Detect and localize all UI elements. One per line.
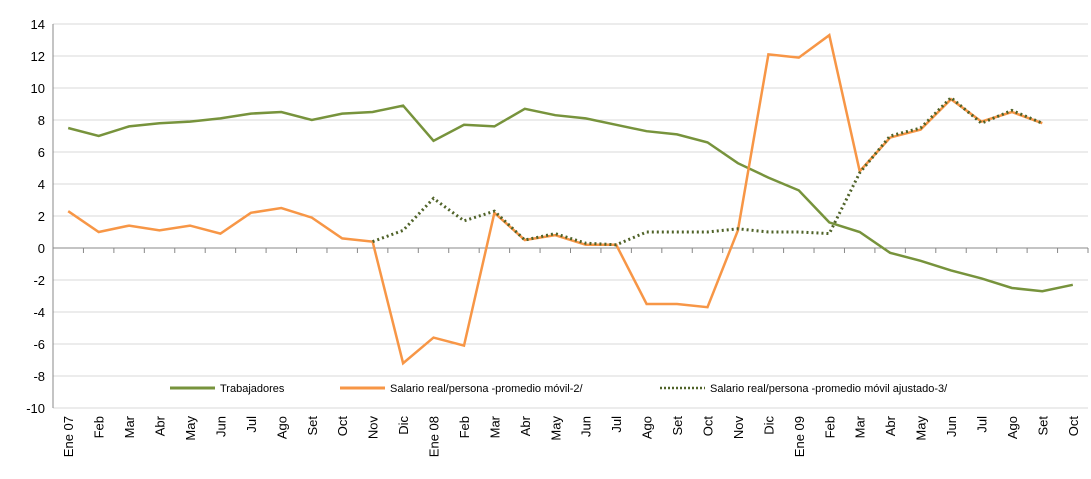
legend-label: Salario real/persona -promedio móvil aju… — [710, 383, 948, 395]
x-tick-label: Jun — [579, 416, 594, 437]
x-tick-label: Jul — [244, 416, 259, 433]
legend-box — [120, 377, 1030, 399]
x-tick-label: Abr — [153, 415, 168, 436]
x-tick-label: Mar — [853, 415, 868, 438]
x-tick-label: Ene 08 — [427, 416, 442, 457]
x-tick-label: Abr — [518, 415, 533, 436]
x-tick-label: Ene 09 — [792, 416, 807, 457]
x-tick-label: Feb — [822, 416, 837, 438]
x-tick-label: Jun — [944, 416, 959, 437]
series-line — [67, 104, 1074, 293]
x-tick-label: Feb — [457, 416, 472, 438]
x-tick-label: May — [914, 416, 929, 441]
y-tick-label: -2 — [33, 273, 45, 288]
y-tick-label: -6 — [33, 337, 45, 352]
x-tick-label: Dic — [396, 416, 411, 435]
x-tick-label: Set — [1035, 416, 1050, 436]
x-tick-label: Dic — [761, 416, 776, 435]
x-tick-label: Nov — [731, 416, 746, 440]
x-tick-label: Set — [670, 416, 685, 436]
x-tick-label: Feb — [92, 416, 107, 438]
series-line — [372, 95, 1043, 247]
y-tick-label: -8 — [33, 369, 45, 384]
y-tick-label: 4 — [38, 177, 45, 192]
series-line — [67, 33, 1043, 366]
x-tick-label: Oct — [1066, 416, 1081, 437]
y-tick-label: 14 — [31, 17, 45, 32]
x-tick-label: Ene 07 — [61, 416, 76, 457]
x-tick-label: Oct — [700, 416, 715, 437]
x-tick-label: Nov — [366, 416, 381, 440]
x-tick-label: May — [548, 416, 563, 441]
x-tick-label: Abr — [883, 415, 898, 436]
x-tick-label: Ago — [640, 416, 655, 439]
x-tick-label: Oct — [335, 416, 350, 437]
x-tick-label: Mar — [487, 415, 502, 438]
y-tick-label: -4 — [33, 305, 45, 320]
x-tick-label: May — [183, 416, 198, 441]
x-tick-label: Set — [305, 416, 320, 436]
y-tick-label: 2 — [38, 209, 45, 224]
y-tick-label: 6 — [38, 145, 45, 160]
legend-label: Salario real/persona -promedio móvil-2/ — [390, 383, 584, 395]
x-tick-label: Ago — [1005, 416, 1020, 439]
y-tick-label: 12 — [31, 49, 45, 64]
x-tick-label: Mar — [122, 415, 137, 438]
x-tick-label: Jun — [213, 416, 228, 437]
y-tick-label: 10 — [31, 81, 45, 96]
y-tick-label: 0 — [38, 241, 45, 256]
y-tick-label: -10 — [26, 401, 45, 416]
x-tick-label: Jul — [974, 416, 989, 433]
y-tick-label: 8 — [38, 113, 45, 128]
x-tick-label: Jul — [609, 416, 624, 433]
x-tick-label: Ago — [274, 416, 289, 439]
legend-label: Trabajadores — [220, 383, 285, 395]
